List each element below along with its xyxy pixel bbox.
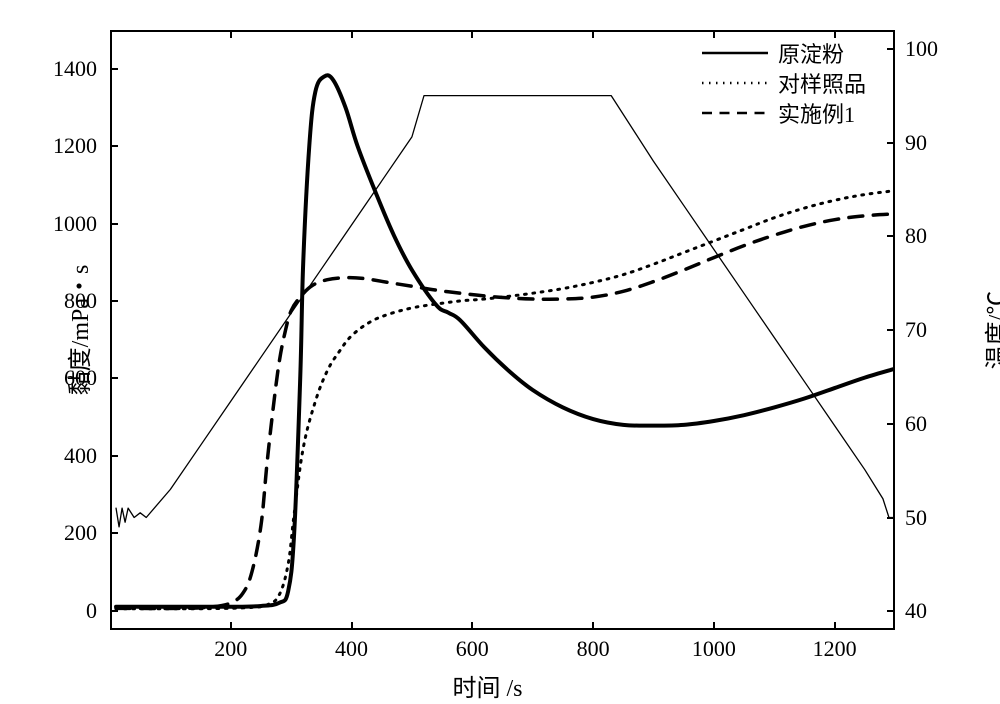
legend-item: 实施例1 [700, 98, 866, 128]
legend-item: 对样照品 [700, 68, 866, 98]
y-right-axis-label: 温度/℃ [977, 291, 1000, 370]
legend-label: 实施例1 [778, 97, 855, 129]
legend-label: 对样照品 [778, 67, 866, 99]
y-left-axis-label: 黏度/mPa・s [60, 265, 95, 396]
x-axis-label: 时间 /s [453, 668, 523, 703]
legend-item: 原淀粉 [700, 38, 866, 68]
legend: 原淀粉对样照品实施例1 [700, 38, 866, 128]
legend-label: 原淀粉 [778, 37, 844, 69]
chart-container: 2004006008001000120002004006008001000120… [0, 0, 1000, 704]
